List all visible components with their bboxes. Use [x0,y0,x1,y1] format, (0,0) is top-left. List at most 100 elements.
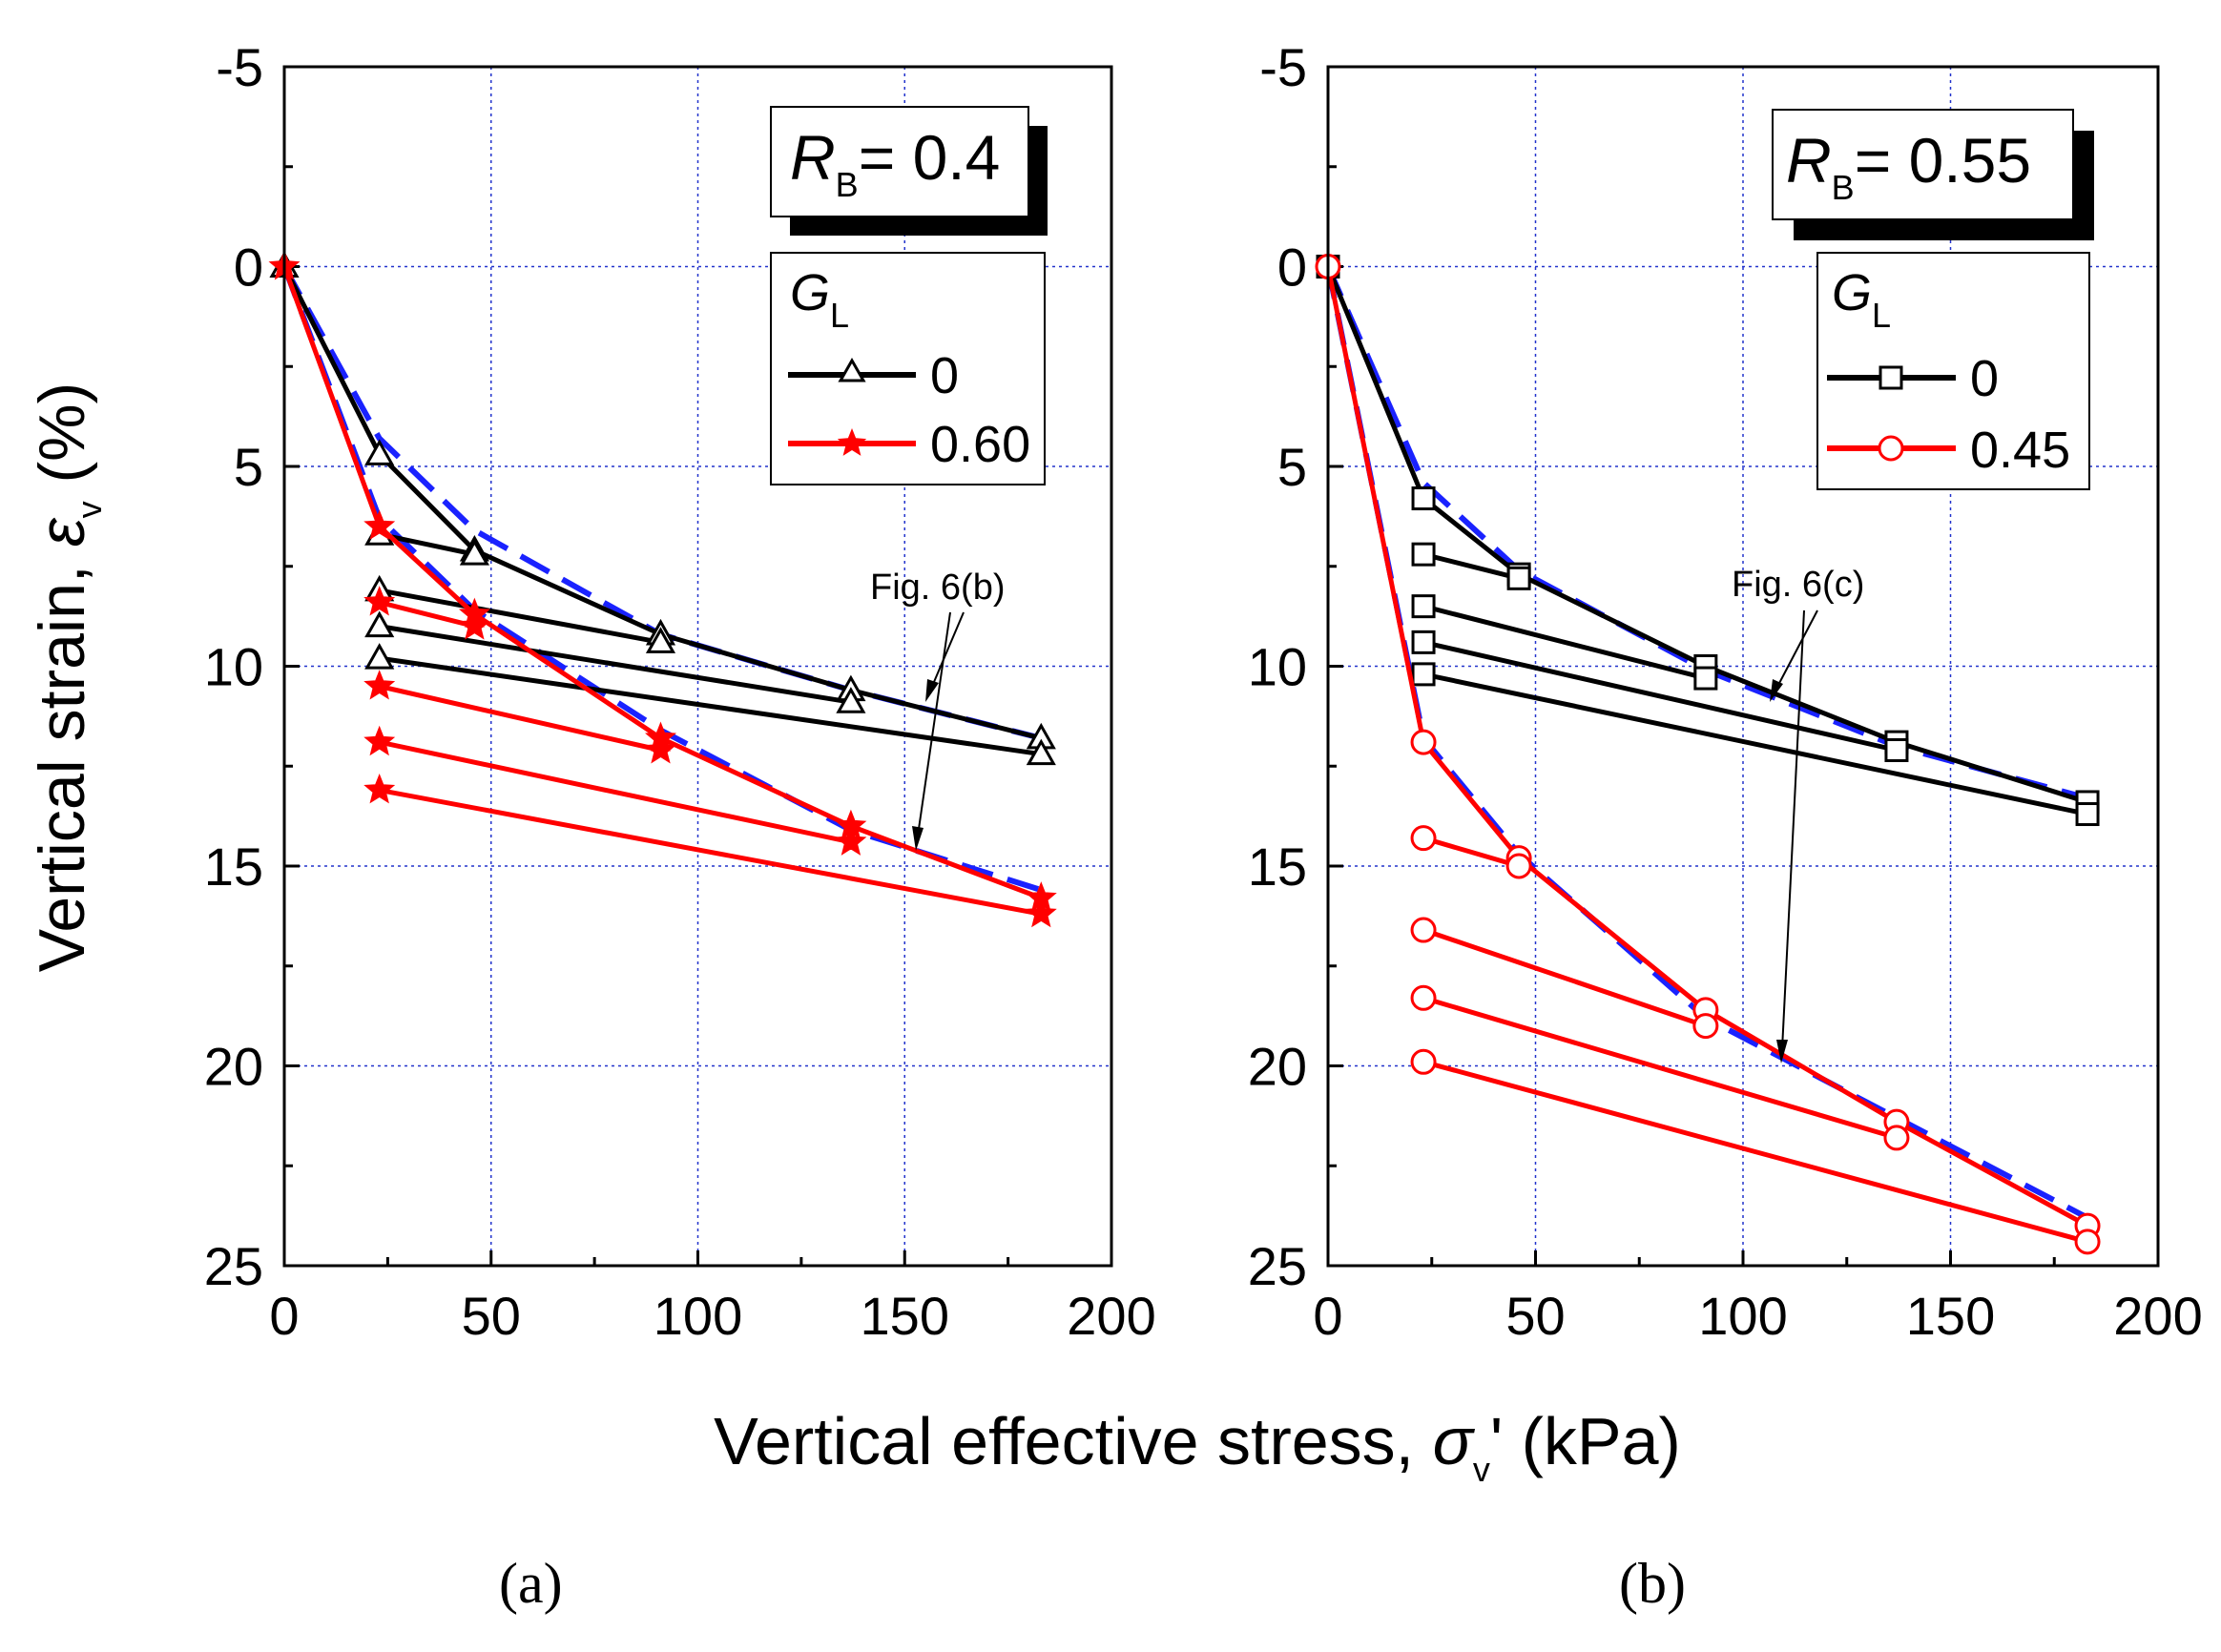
data-point [363,670,396,700]
y-tick-label: 20 [1248,1037,1307,1097]
data-point [364,610,395,638]
x-tick-label: 150 [1906,1286,1995,1346]
y-tick-label: 0 [234,237,263,298]
x-tick-label: 50 [1505,1286,1565,1346]
y-tick-label: -5 [216,37,263,97]
data-point [1410,825,1437,852]
panel-b: 0 50 100 150 200 -5 0 5 10 15 20 25 RB= 0.55 GL 0 0… [1248,37,2203,1615]
series-line [1422,551,1520,581]
annotation-arrow-1 [1775,609,1818,690]
x-tick-label: 150 [861,1286,949,1346]
y-tick-label: 0 [1277,237,1307,298]
series-line [1325,265,2088,805]
y-tick-label: 5 [1277,437,1307,497]
data-point [1411,542,1436,567]
data-point [2075,802,2100,827]
annotation-arrowhead-2 [912,826,924,851]
x-tick-label: 200 [2113,1286,2202,1346]
annotation-text: Fig. 6(c) [1732,565,1864,605]
annotation-text: Fig. 6(b) [870,568,1005,608]
legend-marker-star [837,428,867,456]
ticks-a: 0 50 100 150 200 -5 0 5 10 15 20 25 [204,37,1156,1346]
rb-label-text: RB= 0.55 [1786,125,2031,207]
data-point [836,687,866,713]
y-tick-label: 15 [204,836,263,897]
panel-a: 0 50 100 150 200 -5 0 5 10 15 20 25 RB= 0.4 GL 0 0.… [204,37,1156,1615]
data-point [363,586,396,616]
rb-box-b: RB= 0.55 [1772,109,2094,240]
series-line [1422,927,1707,1028]
data-point [1411,594,1436,619]
x-axis-title: Vertical effective stress, σv' (kPa) [714,1404,1681,1489]
data-point [1883,1125,1910,1151]
legend-title: GL [790,264,849,335]
rb-box-face [1772,109,2074,220]
y-axis-title: Vertical strain, εv (%) [26,382,109,973]
data-point [363,774,396,804]
series-line [379,531,475,557]
data-point [363,725,396,756]
legend-marker-circle [1878,435,1904,462]
legend-label-0: 0 [1970,350,1999,407]
legend-label-0: 0 [930,347,959,404]
series-line [379,739,852,845]
data-point [364,439,395,465]
annotation-arrow-2 [917,611,951,836]
data-point [1884,737,1909,762]
data-point [835,825,867,856]
grid-a [284,67,1111,1266]
panel-label-b: (b) [1619,1552,1686,1615]
data-point [2074,1229,2101,1255]
x-tick-label: 0 [1313,1286,1342,1346]
data-point [1410,1048,1437,1075]
data-point [645,627,676,653]
series-line [379,624,852,705]
annotation-a: Fig. 6(b) [870,568,1005,851]
data-point [458,609,490,640]
data-point [459,539,489,566]
plot-frame-a [282,65,1113,1268]
data-point [1411,662,1436,687]
data-point [1410,729,1437,755]
annotation-arrow-1 [930,611,965,690]
grid-b [1328,67,2158,1266]
x-tick-label: 0 [269,1286,299,1346]
data-point [1025,897,1057,928]
series-line [1422,671,2088,816]
y-tick-label: 10 [1248,637,1307,697]
data-point [1410,984,1437,1011]
legend-label-1: 0.60 [930,416,1030,473]
series-line [379,655,1042,757]
x-tick-label: 200 [1067,1286,1155,1346]
y-tick-label: 20 [204,1037,263,1097]
data-point [1410,917,1437,943]
data-point [1692,1013,1719,1040]
y-tick-label: -5 [1259,37,1307,97]
y-tick-label: 15 [1248,836,1307,897]
annotation-arrowhead-2 [1776,1040,1788,1063]
data-point [364,643,395,670]
series-line [1422,995,1898,1141]
plot-a [268,250,1057,928]
x-tick-label: 50 [462,1286,521,1346]
data-point [1506,566,1531,590]
annotation-arrowhead-1 [1770,679,1783,702]
series-line [1422,639,1898,753]
series-line [1422,604,1707,681]
annotation-arrow-2 [1781,609,1805,1050]
x-tick-label: 100 [1698,1286,1787,1346]
data-point [1505,853,1532,879]
legend-a: GL 0 0.60 [770,252,1046,485]
ticks-b: 0 50 100 150 200 -5 0 5 10 15 20 25 [1248,37,2203,1346]
annotation-b: Fig. 6(c) [1732,565,1864,1063]
rb-box-a: RB= 0.4 [770,106,1048,236]
plot-b [1315,254,2101,1255]
data-point [1693,666,1718,691]
panel-label-a: (a) [499,1552,563,1615]
legend-marker-triangle [838,357,866,382]
data-point [1411,630,1436,654]
data-point [1026,738,1056,766]
legend-marker-square [1879,365,1903,390]
plot-frame-b [1326,65,2160,1268]
